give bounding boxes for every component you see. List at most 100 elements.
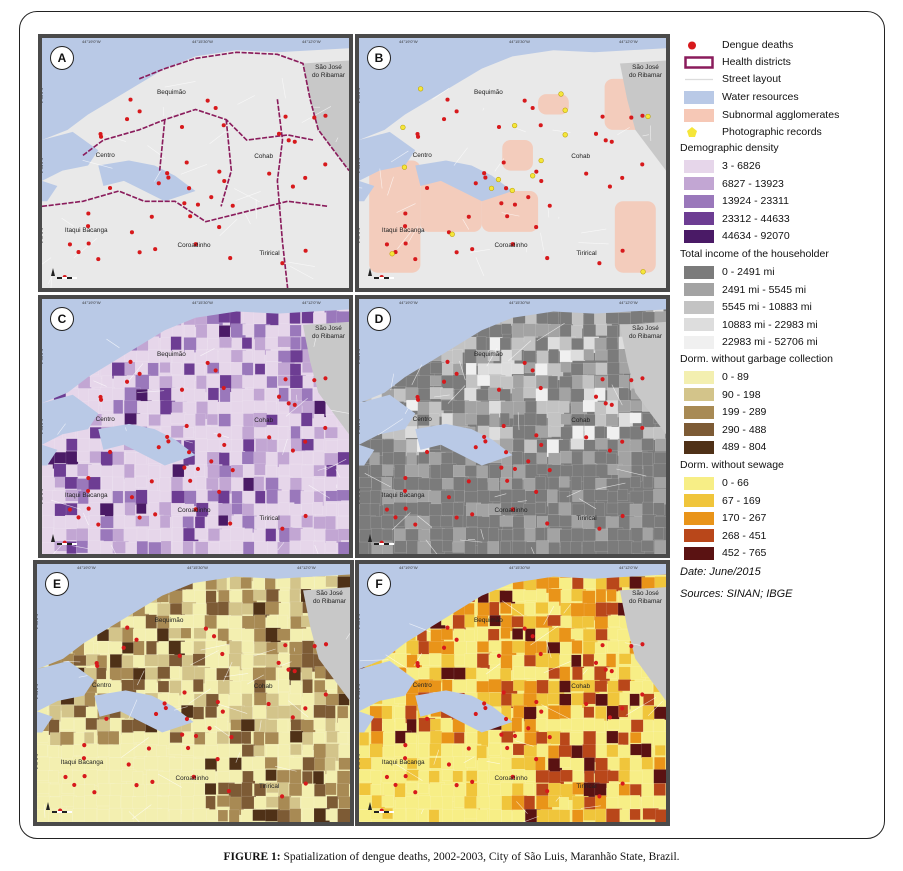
street-line	[459, 360, 466, 381]
figure-caption: FIGURE 1: Spatialization of dengue death…	[0, 851, 903, 863]
neighborhood-label: Coroadinho	[177, 507, 211, 515]
census-tract	[135, 476, 147, 488]
legend-label: 44634 - 92070	[722, 230, 790, 242]
census-tract	[265, 451, 279, 466]
census-tract	[594, 489, 609, 501]
census-tract	[325, 782, 337, 796]
census-tract	[97, 809, 110, 822]
water-body	[415, 690, 513, 733]
water-body	[359, 394, 416, 445]
census-tract	[653, 463, 666, 478]
latitude-tick: 2°34'0"S	[356, 418, 362, 435]
census-tract	[337, 770, 350, 785]
latitude-tick: 2°37'0"S	[39, 488, 45, 505]
scale-bar-north-arrow	[367, 268, 395, 282]
street-line	[50, 499, 81, 510]
census-tract	[206, 413, 218, 426]
dengue-death-point	[501, 690, 506, 695]
census-tract	[452, 809, 465, 822]
census-tract	[370, 516, 383, 531]
street-line	[277, 542, 285, 551]
census-tract	[252, 705, 267, 720]
census-tract	[300, 576, 315, 589]
dengue-death-point	[207, 726, 212, 731]
street-line	[582, 668, 588, 675]
street-line	[158, 773, 183, 788]
census-tract	[60, 731, 76, 746]
street-line	[106, 338, 120, 349]
street-line	[515, 740, 534, 747]
census-tract	[630, 439, 643, 452]
census-tract	[570, 757, 587, 772]
latitude-tick: 2°34'0"S	[34, 683, 40, 700]
dengue-death-point	[547, 203, 552, 208]
dengue-death-point	[522, 360, 527, 365]
legend-label: 0 - 89	[722, 371, 749, 383]
census-tract	[136, 503, 147, 514]
census-tract	[642, 769, 655, 786]
dengue-death-point	[128, 97, 133, 102]
dengue-death-point	[187, 450, 192, 455]
longitude-tick: 44°19'0"W	[399, 565, 418, 570]
census-tract	[418, 743, 429, 759]
census-tract	[277, 426, 289, 442]
latitude-tick: 2°37'0"S	[34, 753, 40, 770]
water-body	[359, 299, 666, 404]
neighborhood-label: Coroadinho	[494, 507, 528, 515]
photographic-record-point	[640, 269, 646, 275]
dengue-death-point	[609, 668, 614, 674]
census-tract	[464, 465, 479, 477]
census-tract	[160, 540, 172, 554]
census-tract	[242, 770, 256, 784]
census-tract	[170, 476, 185, 494]
census-tract	[477, 477, 488, 491]
street-line	[611, 384, 623, 406]
census-tract	[324, 679, 337, 690]
census-tract	[452, 465, 466, 477]
census-tract	[501, 795, 514, 812]
census-tract	[453, 732, 465, 744]
dengue-death-point	[530, 105, 535, 111]
census-tract	[337, 528, 349, 541]
census-tract	[511, 363, 524, 375]
dengue-death-point	[640, 642, 645, 647]
dengue-death-point	[393, 515, 398, 520]
census-tract	[511, 693, 525, 707]
dengue-death-point	[510, 242, 515, 247]
census-tract	[302, 744, 314, 756]
census-tract	[253, 350, 265, 364]
census-tract	[194, 589, 206, 604]
dengue-death-point	[393, 782, 398, 788]
census-tract	[418, 388, 431, 401]
census-tract	[242, 323, 255, 336]
census-tract	[477, 527, 490, 543]
census-tract	[120, 743, 137, 758]
census-tract	[641, 540, 654, 552]
census-tract	[53, 463, 68, 479]
dengue-death-point	[526, 195, 531, 200]
dengue-death-point	[228, 521, 233, 526]
dengue-death-point	[538, 385, 543, 391]
census-tract	[159, 362, 171, 373]
dengue-death-point	[153, 512, 158, 517]
census-tract	[582, 653, 595, 667]
census-tract	[194, 528, 208, 540]
census-tract	[133, 667, 146, 681]
legend-label: 23312 - 44633	[722, 212, 790, 225]
street-line	[541, 704, 571, 720]
census-tract	[278, 387, 289, 403]
longitude-tick: 44°15'30"W	[192, 300, 213, 305]
dengue-death-point	[222, 179, 227, 184]
census-tract	[277, 641, 288, 653]
latitude-tick: 2°37'0"S	[39, 227, 45, 244]
census-tract	[113, 399, 124, 415]
dengue-death-point	[584, 171, 589, 176]
census-tract	[453, 756, 468, 771]
water-body	[42, 394, 99, 445]
census-tract	[148, 529, 161, 544]
dengue-death-point	[504, 450, 509, 455]
dengue-death-point	[82, 773, 87, 779]
census-tract	[195, 541, 211, 554]
water-body	[359, 444, 375, 466]
longitude-tick: 44°19'0"W	[77, 565, 96, 570]
